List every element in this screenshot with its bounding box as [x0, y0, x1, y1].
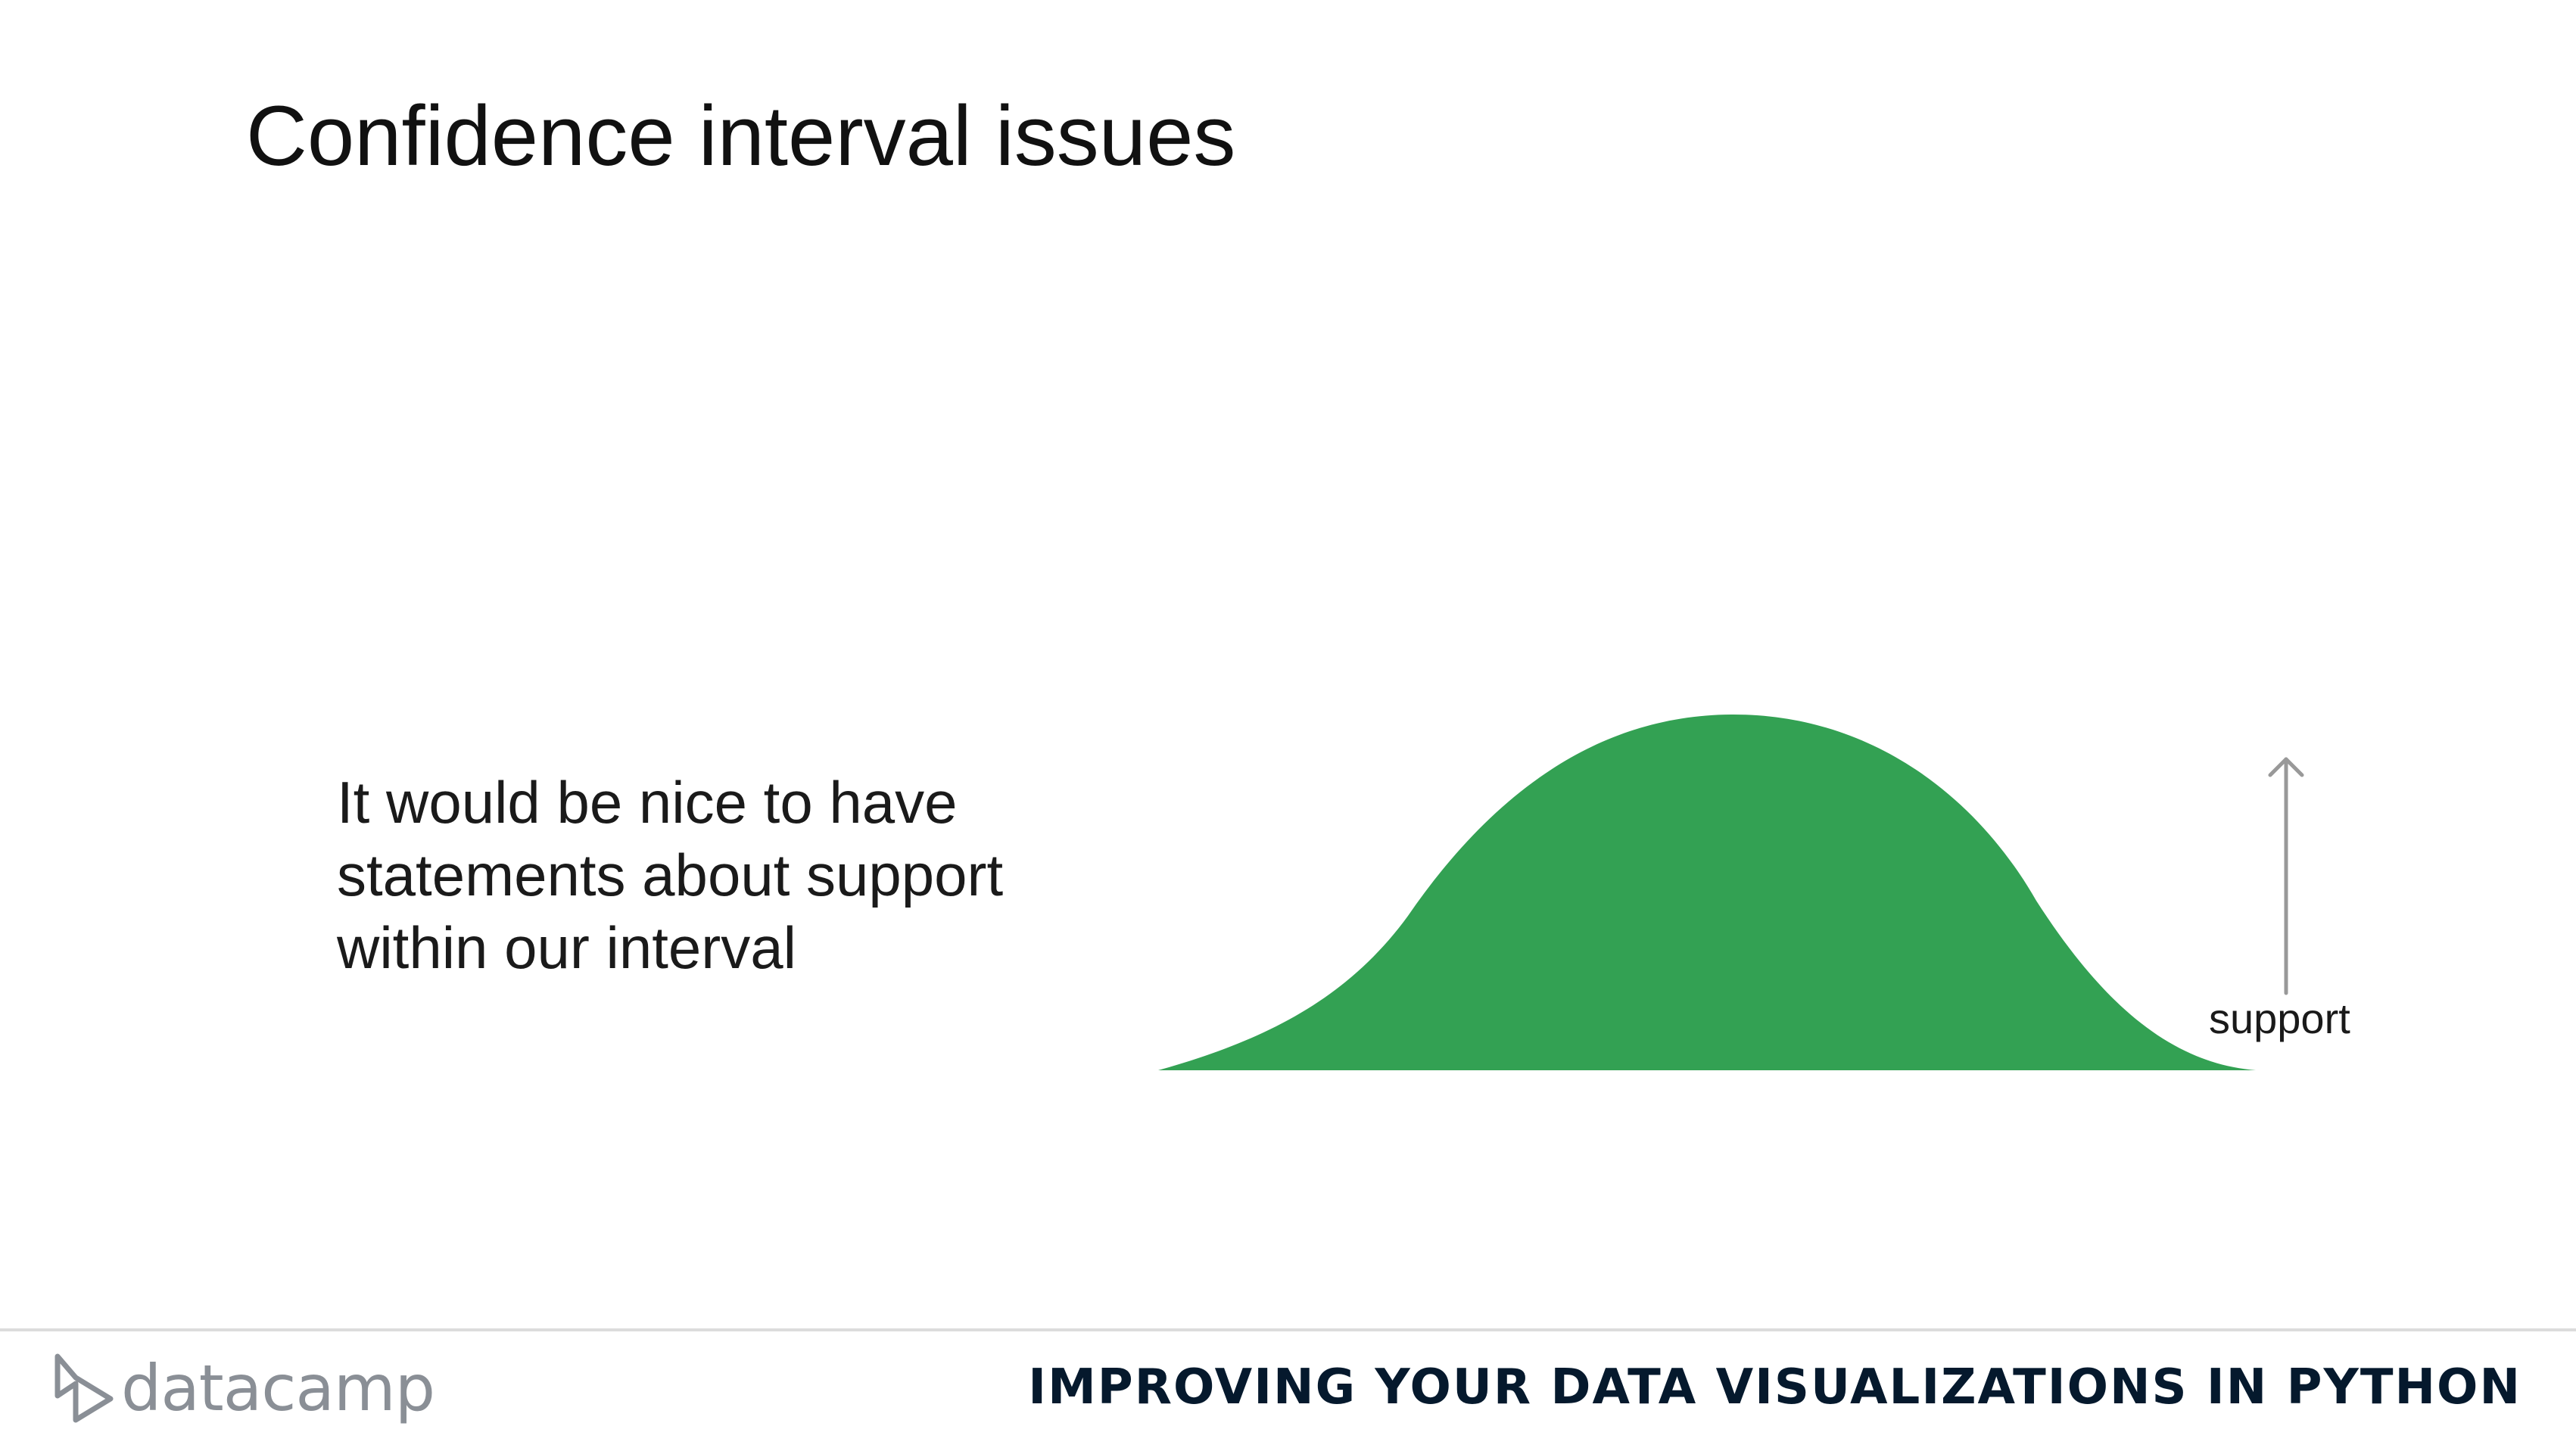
- body-text: It would be nice to have statements abou…: [337, 766, 1094, 984]
- footer-divider: [0, 1328, 2576, 1331]
- datacamp-logo-icon: [55, 1353, 114, 1423]
- logo-text: datacamp: [121, 1351, 435, 1425]
- body-text-line: statements about support: [337, 842, 1004, 908]
- body-text-line: within our interval: [337, 914, 796, 981]
- density-curve: [1158, 715, 2256, 1070]
- datacamp-logo: datacamp: [53, 1350, 435, 1426]
- body-text-line: It would be nice to have: [337, 769, 958, 836]
- slide-title: Confidence interval issues: [246, 89, 1236, 183]
- support-label: support: [2209, 995, 2350, 1042]
- course-title: IMPROVING YOUR DATA VISUALIZATIONS IN PY…: [1028, 1359, 2521, 1415]
- support-arrow: [2268, 757, 2304, 995]
- arrow-head: [2268, 757, 2304, 777]
